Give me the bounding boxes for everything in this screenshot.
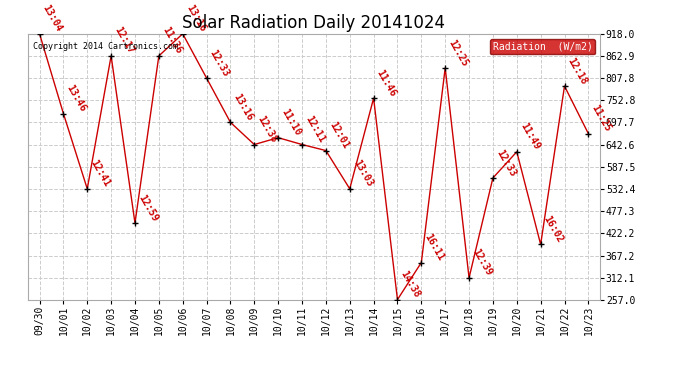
Text: 12:11: 12:11 (303, 114, 326, 144)
Title: Solar Radiation Daily 20141024: Solar Radiation Daily 20141024 (182, 14, 446, 32)
Text: 16:02: 16:02 (542, 214, 565, 244)
Text: 12:41: 12:41 (88, 158, 112, 189)
Text: 11:10: 11:10 (279, 107, 303, 138)
Text: 12:59: 12:59 (136, 193, 159, 223)
Text: 11:36: 11:36 (160, 26, 184, 56)
Text: 11:49: 11:49 (518, 122, 542, 152)
Text: 12:17: 12:17 (112, 26, 136, 56)
Text: 12:25: 12:25 (446, 38, 470, 68)
Text: 16:11: 16:11 (422, 232, 446, 262)
Text: 12:39: 12:39 (471, 248, 493, 278)
Text: 13:16: 13:16 (232, 92, 255, 122)
Text: 13:16: 13:16 (184, 3, 207, 34)
Text: 12:18: 12:18 (566, 56, 589, 86)
Text: 13:04: 13:04 (41, 3, 64, 34)
Text: 11:25: 11:25 (589, 103, 613, 134)
Text: 12:33: 12:33 (494, 147, 518, 178)
Text: 12:01: 12:01 (327, 120, 351, 150)
Text: 14:38: 14:38 (399, 269, 422, 300)
Text: Copyright 2014 Cartronics.com: Copyright 2014 Cartronics.com (33, 42, 178, 51)
Text: 11:46: 11:46 (375, 68, 398, 98)
Text: 12:33: 12:33 (208, 48, 231, 78)
Text: 12:38: 12:38 (255, 114, 279, 144)
Text: 13:03: 13:03 (351, 158, 374, 189)
Text: 13:46: 13:46 (65, 83, 88, 114)
Legend: Radiation  (W/m2): Radiation (W/m2) (490, 39, 595, 54)
